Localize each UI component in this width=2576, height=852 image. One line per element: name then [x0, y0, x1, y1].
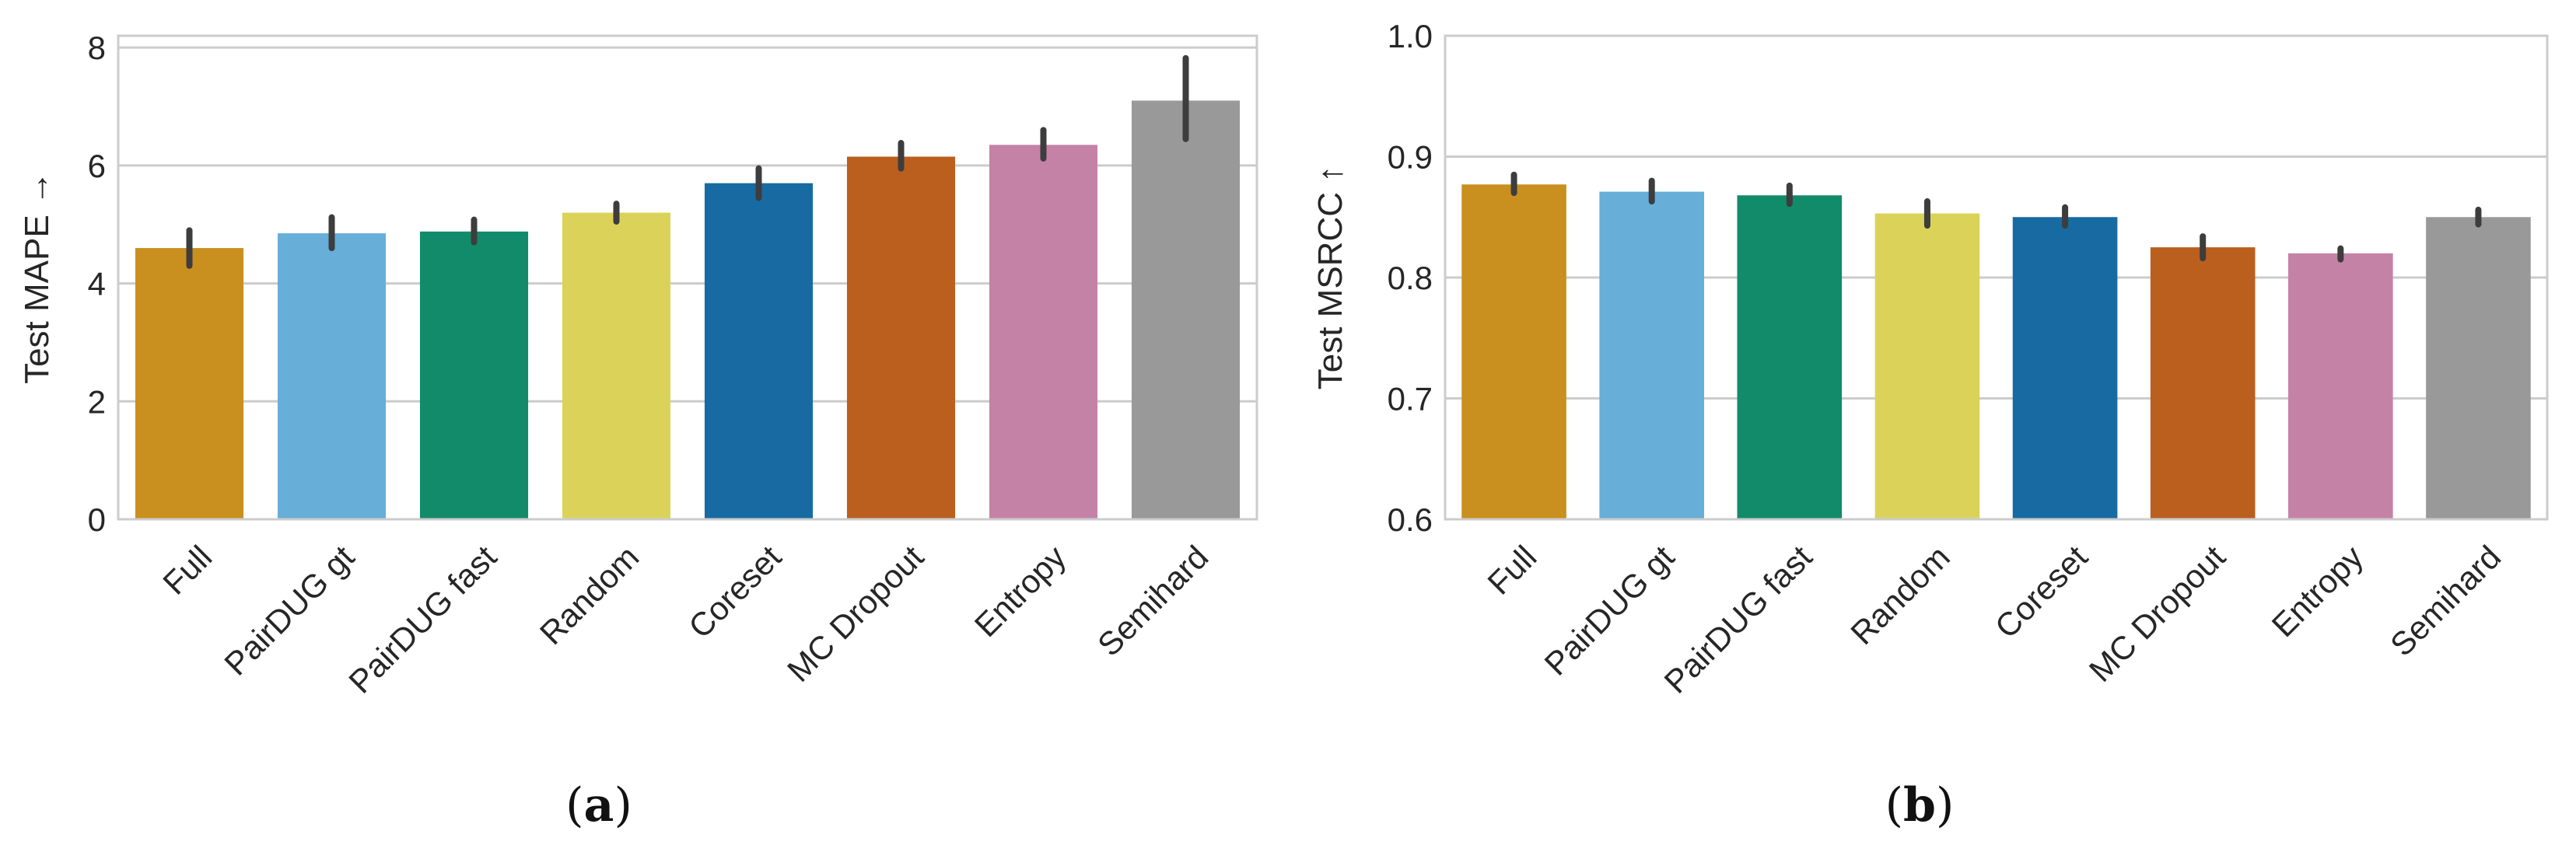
y-tick-label: 8	[88, 30, 106, 66]
y-tick-label: 0	[88, 501, 106, 538]
x-tick-label: PairDUG fast	[341, 538, 503, 700]
bar-random	[1874, 213, 1980, 519]
bar-pairdug-gt	[277, 233, 387, 519]
x-tick-label: PairDUG fast	[1657, 538, 1819, 700]
bar-semihard	[2426, 217, 2531, 519]
y-axis-label: Test MAPE →	[18, 171, 56, 384]
x-tick-label: Random	[533, 539, 646, 651]
y-tick-label: 0.8	[1388, 260, 1433, 296]
x-tick-label: PairDUG gt	[1537, 538, 1681, 682]
plot-frame	[1444, 34, 2549, 521]
y-tick-label: 1.0	[1388, 18, 1433, 54]
x-tick-label: Semihard	[2383, 539, 2508, 663]
y-tick-label: 4	[88, 266, 106, 302]
bar-entropy	[2288, 253, 2393, 519]
plot-frame	[117, 34, 1258, 521]
x-tick-label: MC Dropout	[780, 538, 931, 689]
x-tick-label: PairDUG gt	[217, 538, 361, 682]
x-tick-label: Full	[156, 539, 219, 602]
y-tick-label: 0.9	[1388, 139, 1433, 176]
x-tick-label: Entropy	[2265, 539, 2371, 644]
x-tick-label: Coreset	[681, 538, 788, 644]
x-tick-label: Full	[1480, 539, 1543, 602]
bar-pairdug-gt	[1599, 191, 1704, 519]
y-tick-label: 0.6	[1388, 501, 1433, 538]
bar-full	[135, 248, 244, 519]
bar-coreset	[704, 183, 814, 519]
x-tick-label: Random	[1843, 539, 1956, 651]
x-tick-label: Entropy	[968, 539, 1073, 644]
y-tick-label: 6	[88, 148, 106, 184]
bar-pairdug-fast	[419, 231, 529, 519]
y-tick-label: 2	[88, 383, 106, 420]
bar-coreset	[2012, 217, 2118, 519]
panel-caption: (a)	[565, 778, 632, 833]
bar-random	[562, 212, 671, 519]
bar-semihard	[1131, 100, 1241, 519]
x-tick-label: MC Dropout	[2082, 538, 2233, 689]
y-tick-label: 0.7	[1388, 381, 1433, 417]
bar-pairdug-fast	[1737, 195, 1843, 519]
y-axis-label: Test MSRCC ↑	[1311, 166, 1349, 389]
bar-entropy	[989, 145, 1098, 519]
bar-full	[1461, 184, 1566, 519]
bar-mc-dropout	[846, 156, 956, 519]
x-tick-label: Semihard	[1090, 539, 1215, 663]
x-tick-label: Coreset	[1988, 538, 2095, 644]
panel-caption: (b)	[1885, 778, 1955, 833]
bar-mc-dropout	[2150, 247, 2256, 519]
